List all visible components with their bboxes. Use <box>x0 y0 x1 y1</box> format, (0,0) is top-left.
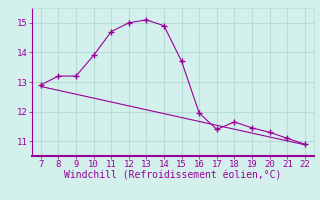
X-axis label: Windchill (Refroidissement éolien,°C): Windchill (Refroidissement éolien,°C) <box>64 171 282 181</box>
